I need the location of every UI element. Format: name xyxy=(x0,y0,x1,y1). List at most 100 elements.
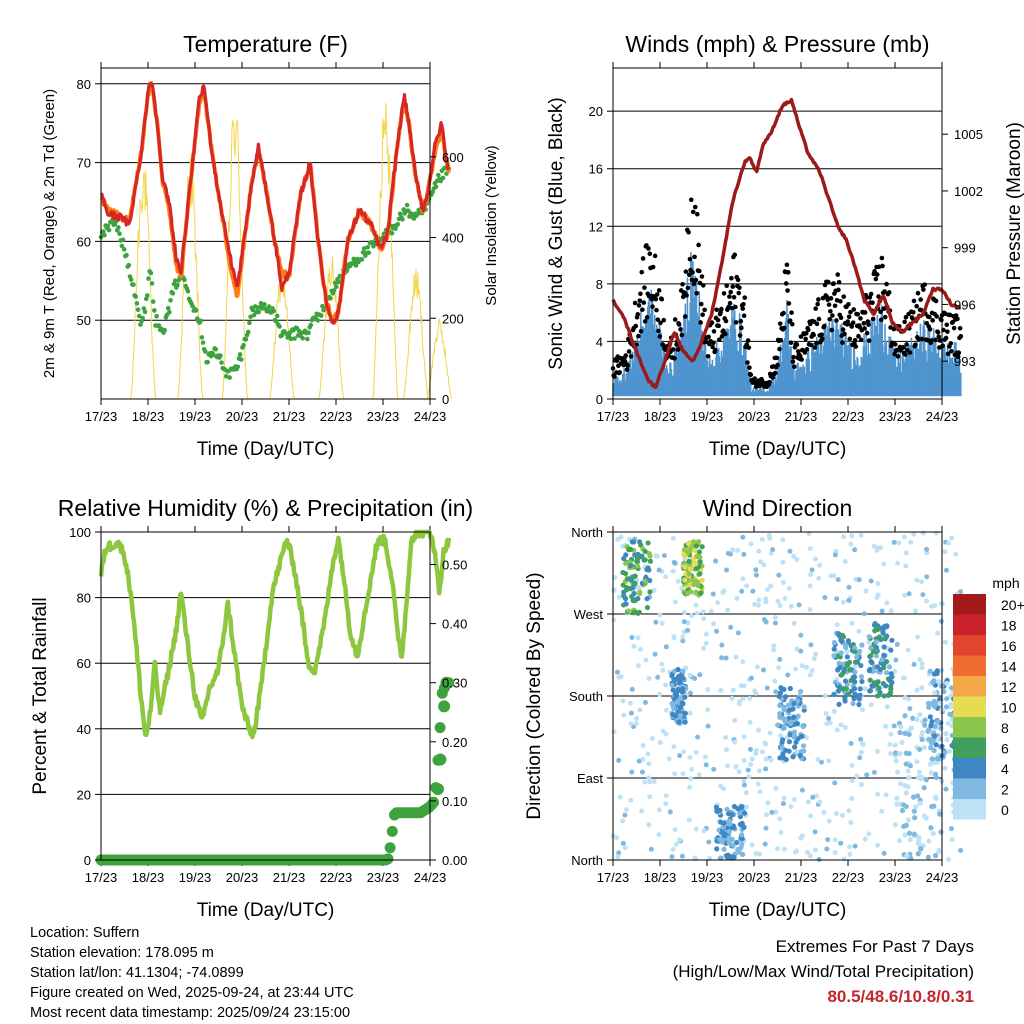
wind-direction-point xyxy=(938,618,944,624)
wind-direction-point xyxy=(746,774,752,780)
wind-gust-point xyxy=(746,345,752,350)
solar-insolation-line xyxy=(318,256,345,400)
wind-direction-point xyxy=(805,799,811,805)
wind-direction-point xyxy=(736,810,743,816)
wind-gust-point xyxy=(892,342,898,347)
temperature-ytick-label: 60 xyxy=(77,234,91,249)
wind-direction-point xyxy=(834,811,840,817)
wind-gust-point xyxy=(862,326,867,331)
wind-gust-point xyxy=(777,321,783,326)
elevation-text: Station elevation: 178.095 m xyxy=(30,945,214,961)
wind-direction-point xyxy=(915,634,921,640)
wind-direction-point xyxy=(685,627,691,633)
wind-direction-point xyxy=(772,620,778,626)
wind-direction-point xyxy=(733,764,739,770)
wind-direction-point xyxy=(648,846,654,852)
wind-direction-point xyxy=(783,747,789,753)
wind-gust-point xyxy=(698,320,703,325)
wind-gust-point xyxy=(635,312,641,317)
wind-direction-point xyxy=(807,546,813,552)
wind-direction-point xyxy=(914,716,920,723)
wind-direction-point xyxy=(932,771,938,777)
wind-direction-point xyxy=(888,647,894,653)
wind-direction-point xyxy=(728,624,734,630)
wind-gust-point xyxy=(915,290,921,296)
wind-direction-point xyxy=(889,679,895,686)
wind-direction-point xyxy=(870,649,877,655)
wind-direction-point xyxy=(856,696,862,702)
wind-direction-point xyxy=(859,678,865,685)
wind-direction-point xyxy=(688,589,694,595)
dewpoint-point xyxy=(198,318,204,324)
wind-gust-point xyxy=(822,323,827,329)
dewpoint-point xyxy=(203,349,208,354)
wind-gust-point xyxy=(831,281,837,286)
wind-direction-point xyxy=(849,533,855,539)
wind-direction-point xyxy=(867,677,873,683)
wind-direction-point xyxy=(690,539,697,545)
wind-gust-point xyxy=(693,277,699,283)
wind-gust-point xyxy=(719,306,724,312)
wind-direction-point xyxy=(642,548,648,555)
wind-direction-point xyxy=(680,675,686,681)
wind-direction-point xyxy=(647,589,653,595)
wind-gust-point xyxy=(911,298,917,304)
wind-direction-point xyxy=(780,559,786,565)
wind-direction-point xyxy=(868,645,874,651)
wind-gust-point xyxy=(835,272,841,277)
wind-direction-point xyxy=(779,744,785,750)
humidity-xtick-label: 23/23 xyxy=(367,870,400,885)
wind-gust-point xyxy=(940,343,946,349)
wind-direction-point xyxy=(677,712,684,719)
wind-direction-point xyxy=(906,591,912,597)
wind-gust-point xyxy=(934,314,940,319)
wind-direction-point xyxy=(772,614,778,620)
dewpoint-point xyxy=(360,250,366,255)
wind-direction-point xyxy=(689,613,695,619)
wind-direction-point xyxy=(812,829,818,835)
wind-gust-point xyxy=(927,326,933,332)
wind-direction-point xyxy=(893,750,899,756)
temperature-panel: Temperature (F) 17/23 18/23 19/23 20/23 21/23… xyxy=(41,31,500,460)
wind-direction-point xyxy=(703,631,709,637)
wind-direction-point xyxy=(644,604,651,611)
wind-direction-point xyxy=(847,851,853,857)
wind-direction-point xyxy=(752,601,758,607)
wind-gust-point xyxy=(686,229,691,235)
wind-direction-point xyxy=(743,790,749,796)
humidity-xtick-label: 17/23 xyxy=(85,870,118,885)
wind-gust-point xyxy=(853,344,859,349)
wind-gust-point xyxy=(845,319,851,324)
wind-direction-point xyxy=(740,576,746,582)
wind-gust-point xyxy=(913,342,918,348)
wind-direction-point xyxy=(902,782,908,789)
wind-direction-point xyxy=(778,829,784,835)
wind-direction-point xyxy=(888,686,894,692)
wind-gust-point xyxy=(680,281,685,287)
wind-gust-point xyxy=(656,328,661,334)
wind-direction-point xyxy=(645,540,651,546)
wind-direction-point xyxy=(629,769,635,775)
wind-direction-point xyxy=(777,816,783,822)
extremes-title: Extremes For Past 7 Days xyxy=(775,937,974,956)
wind-direction-point xyxy=(859,707,865,713)
wind-direction-point xyxy=(832,552,838,558)
wind-gust-point xyxy=(836,279,842,285)
wind-direction-point xyxy=(903,761,909,767)
wind-direction-point xyxy=(779,739,785,745)
wind-direction-point xyxy=(866,667,872,674)
wind-direction-point xyxy=(876,685,882,691)
wind-direction-point xyxy=(663,644,669,650)
wind-direction-point xyxy=(858,674,865,680)
wind-gust-point xyxy=(838,298,843,304)
wind-gust-point xyxy=(816,316,822,322)
wind-direction-point xyxy=(721,846,727,852)
dewpoint-point xyxy=(119,243,125,249)
dewpoint-point xyxy=(172,278,178,283)
wind-gust-point xyxy=(813,306,818,311)
dewpoint-point xyxy=(328,296,333,301)
wind-gust-point xyxy=(638,328,644,334)
wind-direction-point xyxy=(878,545,884,551)
winds-ylabel-right: Station Pressure (Maroon) xyxy=(1004,122,1024,345)
winds-xtick-label: 24/23 xyxy=(926,409,959,424)
